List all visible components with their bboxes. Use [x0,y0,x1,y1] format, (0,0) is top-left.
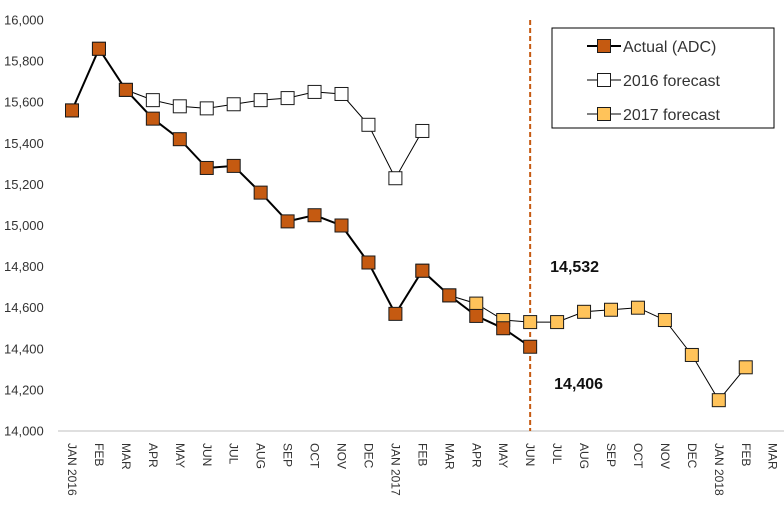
series-actual-adc [65,41,538,354]
x-axis: JAN 2016 FEB MAR APR MAY JUN JUL AUG SEP OCT NOV DE… [58,430,784,496]
annotations: 14,532 14,406 [550,259,603,393]
value-annotation: 14,532 [550,259,599,276]
x-tick-label: MAY [173,443,187,468]
x-tick-label: SEP [604,443,618,467]
legend-label: 2016 forecast [623,73,721,90]
data-point [523,315,538,330]
data-point [415,263,430,278]
y-tick-label: 14,800 [4,259,44,274]
data-point [711,393,726,408]
x-tick-label: JUL [227,443,241,465]
data-point [280,214,295,229]
legend-label: 2017 forecast [623,107,721,124]
data-point [657,313,672,328]
value-annotation: 14,406 [554,376,603,393]
y-tick-label: 14,600 [4,300,44,315]
data-point [307,208,322,223]
x-tick-label: OCT [631,443,645,469]
x-tick-label: JAN 2017 [388,443,402,496]
data-point [334,86,349,101]
data-point [388,306,403,321]
x-tick-label: MAR [766,443,780,470]
data-point [577,304,592,319]
x-tick-label: APR [146,443,160,468]
legend-marker [597,107,611,121]
x-tick-label: AUG [577,443,591,469]
series-layer [65,41,753,408]
x-tick-label: JUN [200,443,214,466]
data-point [630,300,645,315]
x-tick-label: DEC [685,443,699,469]
y-tick-label: 15,800 [4,54,44,69]
x-tick-label: APR [469,443,483,468]
data-point [388,171,403,186]
data-point [226,158,241,173]
y-tick-label: 15,400 [4,136,44,151]
x-tick-label: FEB [415,443,429,466]
data-point [523,339,538,354]
x-tick-label: FEB [739,443,753,466]
series-line-2016-forecast [71,47,423,180]
legend-marker [597,39,611,53]
data-point [604,302,618,317]
y-tick-label: 14,000 [4,424,44,439]
legend: Actual (ADC) 2016 forecast 2017 forecast [551,27,775,129]
y-tick-label: 14,400 [4,341,44,356]
x-tick-label: NOV [335,443,349,469]
data-point [145,93,160,108]
data-point [469,308,484,323]
data-point [280,91,295,106]
x-tick-label: FEB [92,443,106,466]
data-point [65,103,79,118]
data-point [253,185,268,200]
x-tick-label: MAR [119,443,133,470]
data-point [496,321,511,336]
y-axis: 14,000 14,200 14,400 14,600 14,800 15,000 15,2… [4,13,44,439]
data-point [199,160,214,175]
x-tick-label: MAY [496,443,510,468]
x-tick-label: JAN 2016 [65,443,79,496]
y-tick-label: 15,000 [4,218,44,233]
x-tick-label: MAR [442,443,456,470]
x-tick-label: JAN 2018 [712,443,726,496]
legend-label: Actual (ADC) [623,39,716,56]
data-point [307,84,322,99]
data-point [172,132,187,147]
y-tick-label: 14,200 [4,382,44,397]
x-tick-label: JUL [550,443,564,465]
x-tick-label: AUG [254,443,268,469]
data-point [199,101,214,116]
data-point [738,360,753,375]
data-point [415,123,430,138]
data-point [172,99,187,114]
series-2016-forecast [65,41,430,186]
data-point [334,218,349,233]
x-tick-label: SEP [281,443,295,467]
y-tick-label: 15,600 [4,95,44,110]
legend-marker [597,73,611,87]
x-tick-label: OCT [308,443,322,469]
data-point [550,315,565,330]
data-point [684,347,699,362]
data-point [253,93,268,108]
x-tick-label: DEC [361,443,375,469]
legend-box [551,27,775,129]
data-point [361,255,376,270]
data-point [145,111,160,126]
data-point [442,288,457,303]
data-point [118,82,133,97]
series-line-actual-adc [71,46,531,348]
data-point [226,97,241,112]
x-tick-label: JUN [523,443,537,466]
data-point [91,41,106,56]
y-tick-label: 15,200 [4,177,44,192]
x-tick-label: NOV [658,443,672,469]
data-point [361,117,376,132]
y-tick-label: 16,000 [4,13,44,28]
data-point [469,296,484,311]
